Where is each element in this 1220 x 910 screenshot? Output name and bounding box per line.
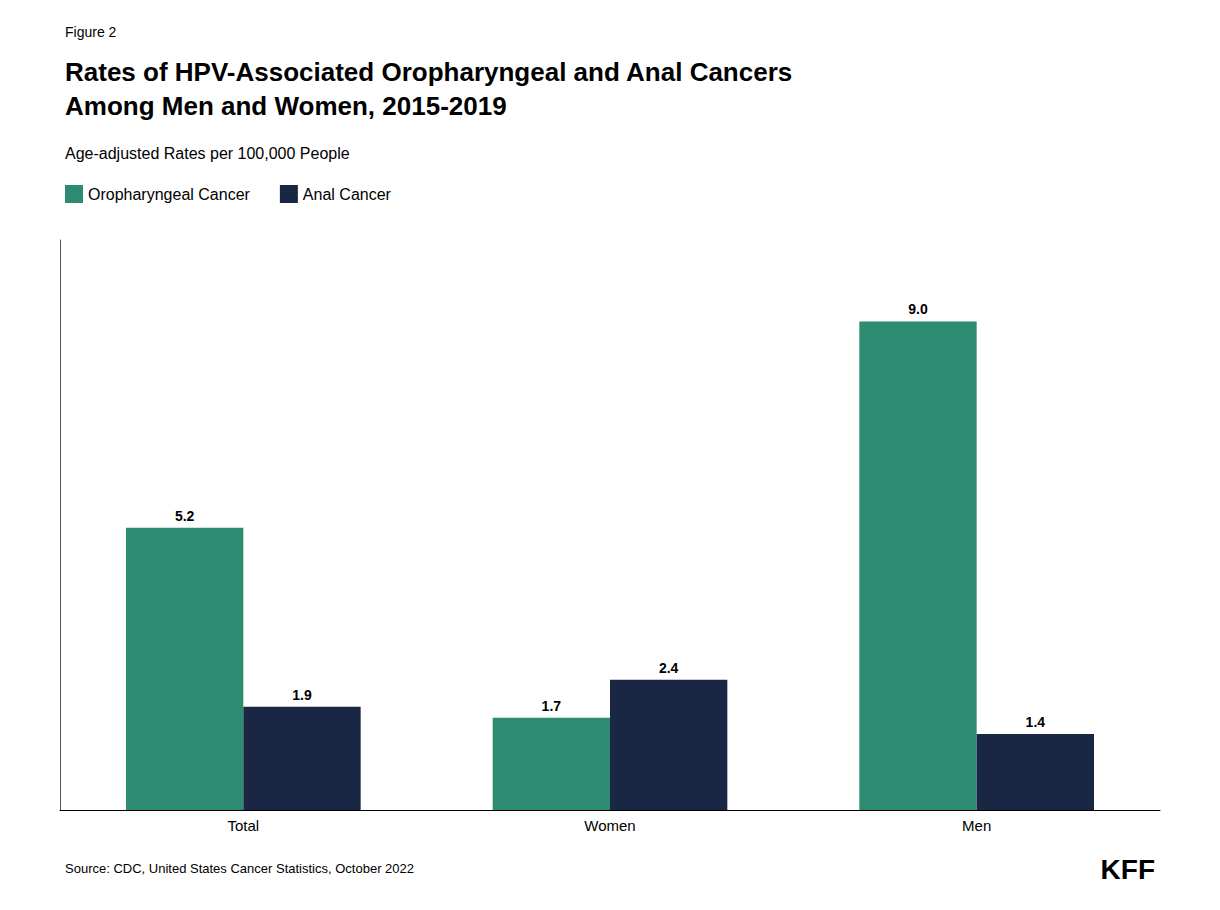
svg-text:Oropharyngeal Cancer: Oropharyngeal Cancer xyxy=(88,186,251,203)
svg-text:Women: Women xyxy=(584,817,635,834)
svg-text:Men: Men xyxy=(962,817,991,834)
svg-text:Among Men and Women, 2015-2019: Among Men and Women, 2015-2019 xyxy=(65,91,507,121)
svg-text:Anal Cancer: Anal Cancer xyxy=(303,186,392,203)
svg-text:Rates of HPV-Associated Oropha: Rates of HPV-Associated Oropharyngeal an… xyxy=(65,57,792,87)
svg-text:9.0: 9.0 xyxy=(908,301,928,317)
svg-text:Figure 2: Figure 2 xyxy=(65,24,117,40)
svg-text:1.4: 1.4 xyxy=(1026,714,1046,730)
svg-text:Age-adjusted Rates per 100,000: Age-adjusted Rates per 100,000 People xyxy=(65,145,350,162)
svg-text:2.4: 2.4 xyxy=(659,660,679,676)
svg-text:Source: CDC, United States Can: Source: CDC, United States Cancer Statis… xyxy=(65,861,414,876)
svg-text:5.2: 5.2 xyxy=(175,508,195,524)
svg-text:1.9: 1.9 xyxy=(292,687,312,703)
svg-text:KFF: KFF xyxy=(1101,854,1155,885)
svg-text:1.7: 1.7 xyxy=(542,698,562,714)
svg-text:Total: Total xyxy=(227,817,259,834)
